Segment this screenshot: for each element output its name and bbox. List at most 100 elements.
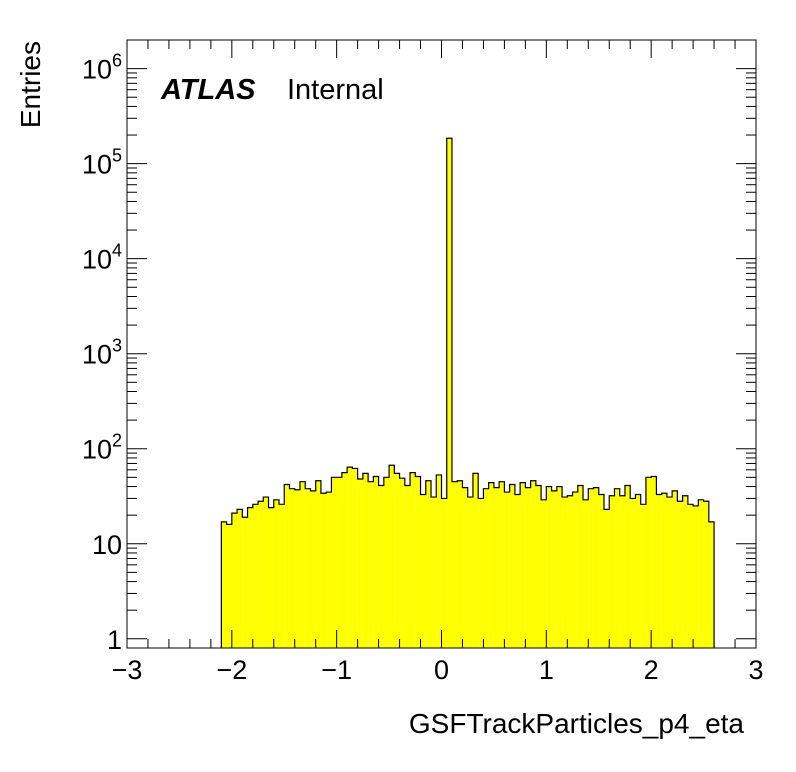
axis-ticks [126, 39, 757, 648]
histogram-bar [614, 488, 620, 648]
histogram-bar [525, 487, 531, 648]
histogram-bar [336, 477, 342, 648]
histogram-bar [226, 524, 232, 648]
histogram-bar [279, 504, 285, 648]
histogram-bar [431, 497, 437, 648]
x-tick-label: 2 [644, 655, 659, 685]
histogram-bar [593, 487, 599, 648]
histogram-bar [609, 495, 615, 648]
histogram-bar [504, 492, 510, 648]
histogram-bar [462, 487, 468, 648]
histogram-bar [326, 492, 332, 648]
histogram-bar [420, 494, 426, 648]
histogram-bar [263, 497, 269, 648]
histogram-bar [284, 484, 290, 648]
histogram-bar [520, 482, 526, 648]
histogram-bar [493, 487, 500, 648]
histogram-bar [619, 495, 625, 648]
histogram-bar [693, 505, 699, 648]
histogram-bar [252, 504, 259, 648]
histogram-outline [220, 137, 715, 648]
histogram-bar [635, 494, 641, 648]
histogram-bar [472, 473, 479, 648]
histogram-bar [488, 482, 494, 648]
internal-label: Internal [287, 74, 384, 106]
histogram-bar [499, 481, 505, 648]
histogram-bar [294, 489, 300, 648]
histogram-bar [373, 476, 379, 648]
histogram-bar [383, 477, 390, 648]
histogram-bar [457, 480, 463, 648]
y-tick-labels: 1 10 102 103 104 105 106 [82, 51, 122, 655]
histogram-bar [577, 485, 584, 648]
histogram-bar [541, 499, 547, 648]
histogram-bar [415, 476, 421, 648]
histogram-bar [535, 485, 542, 648]
x-tick-label: 1 [539, 655, 554, 685]
histogram-bar [247, 507, 253, 648]
histogram-bar [273, 499, 280, 648]
histogram-bar [703, 501, 709, 648]
histogram-bar [624, 485, 631, 648]
y-tick-label: 103 [82, 336, 122, 370]
histogram-bar [645, 477, 652, 648]
histogram-bar [357, 479, 363, 648]
histogram-bar [478, 498, 484, 648]
histogram-bar [410, 472, 416, 648]
histogram-bar [666, 497, 673, 648]
histogram-bar [514, 494, 521, 648]
histogram-bar [352, 468, 358, 648]
histogram-bar [347, 467, 353, 648]
histogram-bar [221, 521, 227, 648]
histogram-bar [583, 499, 589, 648]
x-tick-label: 0 [434, 655, 449, 685]
histogram-bar [315, 480, 321, 648]
histogram-bar [530, 480, 536, 648]
y-tick-label: 106 [82, 51, 122, 85]
histogram-bar [242, 517, 248, 648]
histogram-bar [399, 478, 405, 648]
histogram-bar [698, 499, 704, 648]
y-tick-label: 1 [107, 625, 122, 655]
histogram-bar [551, 490, 557, 648]
x-tick-label: 3 [748, 655, 763, 685]
histogram-bar [289, 488, 295, 648]
y-tick-label: 104 [82, 241, 122, 275]
histogram-bar [299, 481, 306, 648]
atlas-label: ATLAS [160, 74, 256, 106]
histogram-bar [708, 521, 715, 648]
histogram-bar [389, 465, 395, 648]
histogram-bar [567, 495, 573, 648]
histogram-bar [603, 509, 610, 648]
histogram-bar [446, 138, 452, 648]
histogram-bar [436, 474, 442, 648]
histogram-bar [368, 481, 374, 648]
histogram-bar [562, 497, 568, 648]
histogram-bar [341, 472, 348, 648]
histogram-bar [231, 513, 238, 648]
y-tick-label: 10 [92, 530, 122, 560]
histogram-bar [483, 488, 489, 648]
histogram-bar [441, 498, 447, 648]
x-tick-label: −1 [321, 655, 352, 685]
histogram-bar [404, 485, 411, 648]
histogram-bar [588, 488, 594, 648]
histogram-bar [362, 473, 369, 648]
histogram-bar [305, 488, 311, 648]
x-axis-title: GSFTrackParticles_p4_eta [409, 708, 745, 739]
histogram-bar [556, 486, 563, 648]
histogram-bar [682, 495, 688, 648]
histogram-bar [661, 493, 667, 648]
histogram-bar [378, 485, 384, 648]
histogram-bar [598, 494, 604, 648]
histogram-bar [467, 497, 473, 648]
x-tick-label: −2 [216, 655, 247, 685]
histogram-bar [687, 504, 694, 648]
y-tick-label: 105 [82, 146, 122, 180]
x-tick-label: −3 [112, 655, 143, 685]
histogram-bar [630, 498, 636, 648]
histogram-bar [640, 504, 646, 648]
histogram-bar [310, 490, 316, 648]
histogram-bar [394, 473, 400, 648]
